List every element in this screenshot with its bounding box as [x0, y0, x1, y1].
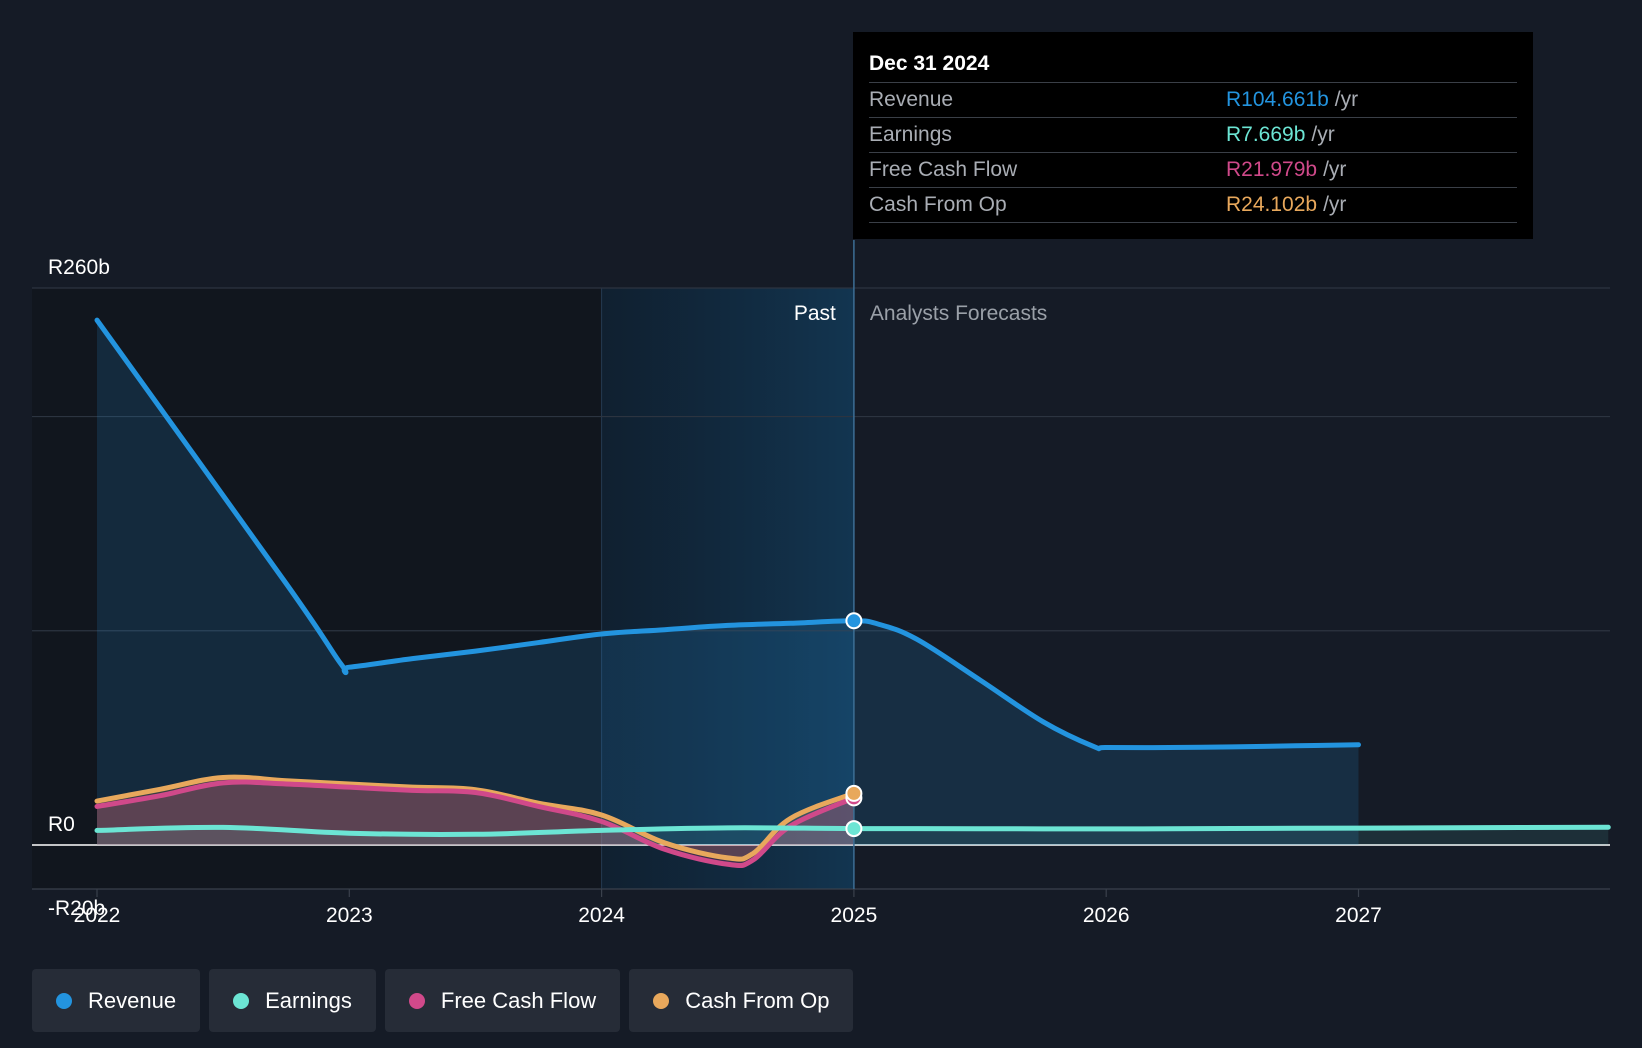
free-cash-flow-area [97, 782, 854, 866]
legend-item-free-cash-flow[interactable]: Free Cash Flow [384, 969, 621, 1032]
legend-label: Revenue [88, 987, 177, 1013]
tooltip-value: R21.979b [1226, 158, 1318, 181]
tooltip-unit: /yr [1334, 88, 1359, 111]
x-axis-labels: 2022 2023 2024 2025 2026 2027 [74, 889, 1382, 927]
cash-from-op-area [97, 777, 854, 860]
tooltip-row-revenue: Revenue R104.661b /yr [869, 83, 1517, 118]
legend-item-cash-from-op[interactable]: Cash From Op [629, 969, 854, 1032]
forecast-label: Analysts Forecasts [870, 302, 1047, 325]
tooltip-row-cash-from-op: Cash From Op R24.102b /yr [869, 188, 1517, 223]
x-tick-label: 2025 [831, 904, 878, 927]
y-axis-labels: R260b R0 -R20b [48, 256, 110, 920]
series-lines [94, 317, 1611, 869]
series-markers [845, 612, 863, 838]
cash-from-op-marker [845, 784, 863, 802]
tooltip-unit: /yr [1311, 123, 1335, 146]
tooltip-unit: /yr [1323, 193, 1347, 216]
tooltip-label: Revenue [869, 88, 954, 111]
x-tick-label: 2027 [1335, 904, 1382, 927]
chart: R260b R0 -R20b 2022 2023 2024 2025 2026 2027 Pa… [32, 240, 1611, 927]
legend-label: Cash From Op [685, 987, 830, 1013]
x-tick-label: 2026 [1083, 904, 1130, 927]
revenue-line [94, 317, 1361, 752]
tooltip-label: Free Cash Flow [869, 158, 1018, 181]
y-tick-label: R0 [48, 813, 75, 836]
series-areas [97, 320, 1609, 866]
highlight-region [601, 288, 854, 889]
legend-dot-icon [408, 992, 425, 1009]
legend-dot-icon [653, 992, 670, 1009]
legend: Revenue Earnings Free Cash Flow Cash Fro… [32, 969, 854, 1032]
tooltip-value: R24.102b [1226, 193, 1318, 216]
earnings-marker [845, 820, 863, 838]
x-tick-label: 2023 [326, 904, 373, 927]
legend-item-earnings[interactable]: Earnings [209, 969, 376, 1032]
grid-lines [32, 287, 1610, 890]
tooltip-date: Dec 31 2024 [869, 46, 1517, 83]
tooltip: Dec 31 2024 Revenue R104.661b /yr Earnin… [853, 32, 1533, 239]
tooltip-unit: /yr [1323, 158, 1347, 181]
legend-dot-icon [56, 992, 72, 1009]
past-label: Past [794, 302, 836, 325]
x-tick-label: 2024 [578, 904, 625, 927]
tooltip-value: R104.661b [1226, 88, 1329, 111]
revenue-area [97, 320, 1359, 845]
tooltip-value: R7.669b [1226, 123, 1306, 146]
tooltip-label: Earnings [869, 123, 952, 146]
legend-label: Earnings [265, 987, 352, 1013]
x-tick-label: 2022 [74, 904, 121, 927]
y-tick-label: -R20b [48, 897, 105, 920]
legend-item-revenue[interactable]: Revenue [32, 969, 201, 1032]
legend-dot-icon [233, 992, 250, 1009]
tooltip-row-free-cash-flow: Free Cash Flow R21.979b /yr [869, 153, 1517, 188]
revenue-marker [845, 612, 863, 630]
tooltip-row-earnings: Earnings R7.669b /yr [869, 118, 1517, 153]
y-tick-label: R260b [48, 256, 110, 279]
legend-label: Free Cash Flow [440, 987, 597, 1013]
tooltip-label: Cash From Op [869, 193, 1007, 216]
free-cash-flow-line [94, 779, 857, 869]
cash-from-op-line [94, 774, 857, 862]
